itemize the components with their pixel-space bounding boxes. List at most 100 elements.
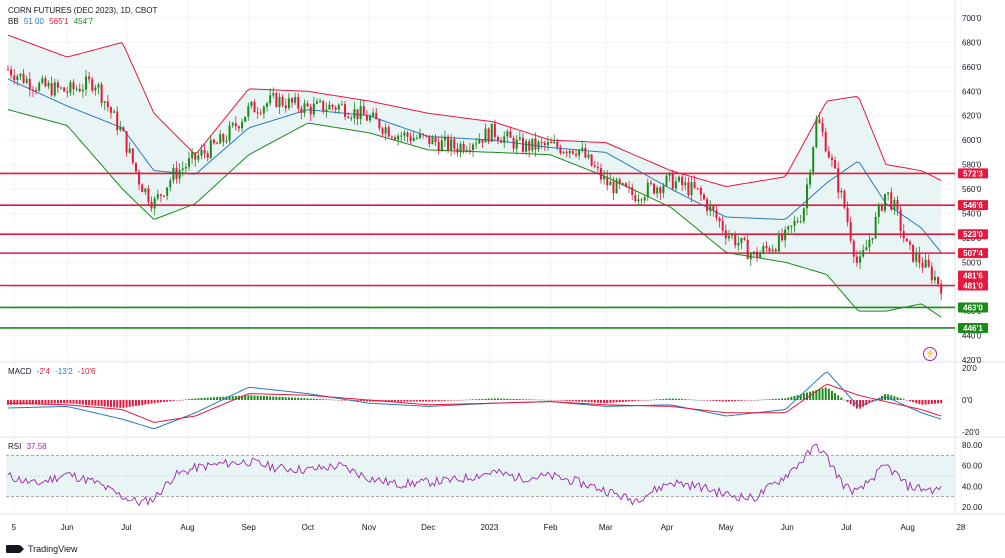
macd-histogram-bar <box>47 400 50 404</box>
macd-histogram-bar <box>512 398 515 400</box>
macd-histogram-bar <box>743 400 746 401</box>
candle-body <box>406 132 409 137</box>
time-tick-label: Jun <box>781 523 794 532</box>
macd-histogram-bar <box>241 395 244 400</box>
macd-histogram-bar <box>475 399 478 400</box>
candle-body <box>462 143 465 152</box>
candle-body <box>287 98 290 109</box>
macd-histogram-bar <box>150 400 153 404</box>
macd-histogram-bar <box>116 400 119 408</box>
macd-histogram-bar <box>912 400 915 403</box>
candle-body <box>762 246 765 253</box>
chart-title: CORN FUTURES (DEC 2023), 1D, CBOT <box>8 6 160 16</box>
candle-body <box>671 172 674 189</box>
macd-histogram-bar <box>559 400 562 401</box>
candle-body <box>365 114 368 121</box>
macd-histogram-bar <box>365 400 368 402</box>
macd-histogram-bar <box>22 400 25 405</box>
macd-histogram-bar <box>862 400 865 407</box>
macd-histogram-bar <box>397 400 400 402</box>
macd-histogram-bar <box>871 400 874 402</box>
price-tick-label: 700'0 <box>962 14 982 23</box>
candle-body <box>880 204 883 211</box>
macd-histogram-bar <box>300 398 303 400</box>
macd-histogram-bar <box>724 400 727 402</box>
candle-body <box>759 252 762 258</box>
macd-histogram-bar <box>13 400 16 405</box>
macd-histogram-bar <box>312 398 315 400</box>
macd-histogram-bar <box>921 400 924 405</box>
candle-body <box>331 104 334 108</box>
macd-histogram-bar <box>331 399 334 401</box>
macd-histogram-bar <box>715 400 718 402</box>
candle-body <box>31 89 34 91</box>
macd-histogram-bar <box>41 400 44 404</box>
candle-body <box>153 198 156 209</box>
candle-body <box>937 276 940 284</box>
candle-body <box>724 230 727 239</box>
macd-histogram-bar <box>933 400 936 404</box>
candle-body <box>543 142 546 146</box>
candle-body <box>281 96 284 106</box>
candle-body <box>356 109 359 120</box>
bollinger-bands <box>7 34 942 318</box>
candle-body <box>216 143 219 145</box>
macd-histogram-bar <box>818 389 821 400</box>
macd-histogram-bar <box>322 399 325 400</box>
macd-tick-label: -20'0 <box>962 428 980 437</box>
candle-body <box>85 76 88 90</box>
macd-histogram-bar <box>203 397 206 400</box>
candle-body <box>727 235 730 239</box>
candle-body <box>609 181 612 186</box>
macd-histogram-bar <box>228 396 231 400</box>
macd-histogram-bar <box>849 400 852 405</box>
macd-histogram-bar <box>674 398 677 400</box>
macd-histogram-bar <box>478 399 481 400</box>
candle-body <box>696 187 699 189</box>
candle-body <box>640 199 643 201</box>
bb-legend-label: BB <box>8 17 19 26</box>
candle-body <box>278 96 281 107</box>
candle-body <box>253 101 256 113</box>
candle-body <box>478 139 481 144</box>
brand-text: TradingView <box>28 544 78 554</box>
rsi-legend-label: RSI <box>8 442 22 451</box>
candle-body <box>884 194 887 211</box>
macd-histogram-bar <box>606 400 609 404</box>
macd-histogram-bar <box>400 400 403 402</box>
candle-body <box>309 106 312 115</box>
macd-histogram-bar <box>319 399 322 400</box>
candle-body <box>72 82 75 90</box>
candle-body <box>172 167 175 181</box>
macd-histogram-bar <box>50 400 53 404</box>
candle-body <box>175 167 178 179</box>
macd-histogram-bar <box>19 400 22 405</box>
candle-body <box>606 176 609 186</box>
macd-histogram-bar <box>138 400 141 406</box>
lightning-icon[interactable]: ⚡ <box>923 347 937 361</box>
candle-body <box>487 128 490 142</box>
candle-body <box>774 249 777 252</box>
macd-histogram-bar <box>631 400 634 402</box>
macd-histogram-bar <box>431 400 434 402</box>
macd-histogram-bar <box>481 398 484 400</box>
macd-histogram-bar <box>784 398 787 400</box>
macd-histogram-bar <box>528 399 531 400</box>
level-tag-label: 546'6 <box>963 201 983 210</box>
candle-body <box>247 105 250 117</box>
macd-legend-signal: -10'6 <box>77 367 96 376</box>
macd-histogram-bar <box>109 400 112 408</box>
macd-histogram-bar <box>303 398 306 400</box>
candle-body <box>568 150 571 154</box>
macd-legend-macd: -13'2 <box>55 367 73 376</box>
macd-histogram-bar <box>156 400 159 403</box>
rsi-tick-label: 20.00 <box>962 503 983 512</box>
macd-signal-line <box>7 383 942 423</box>
candle-body <box>890 192 893 210</box>
macd-histogram-bar <box>244 395 247 400</box>
macd-histogram-bar <box>740 400 743 401</box>
macd-histogram-bar <box>699 400 702 401</box>
candle-body <box>918 253 921 263</box>
macd-histogram-bar <box>94 400 97 406</box>
macd-pane <box>6 371 955 430</box>
